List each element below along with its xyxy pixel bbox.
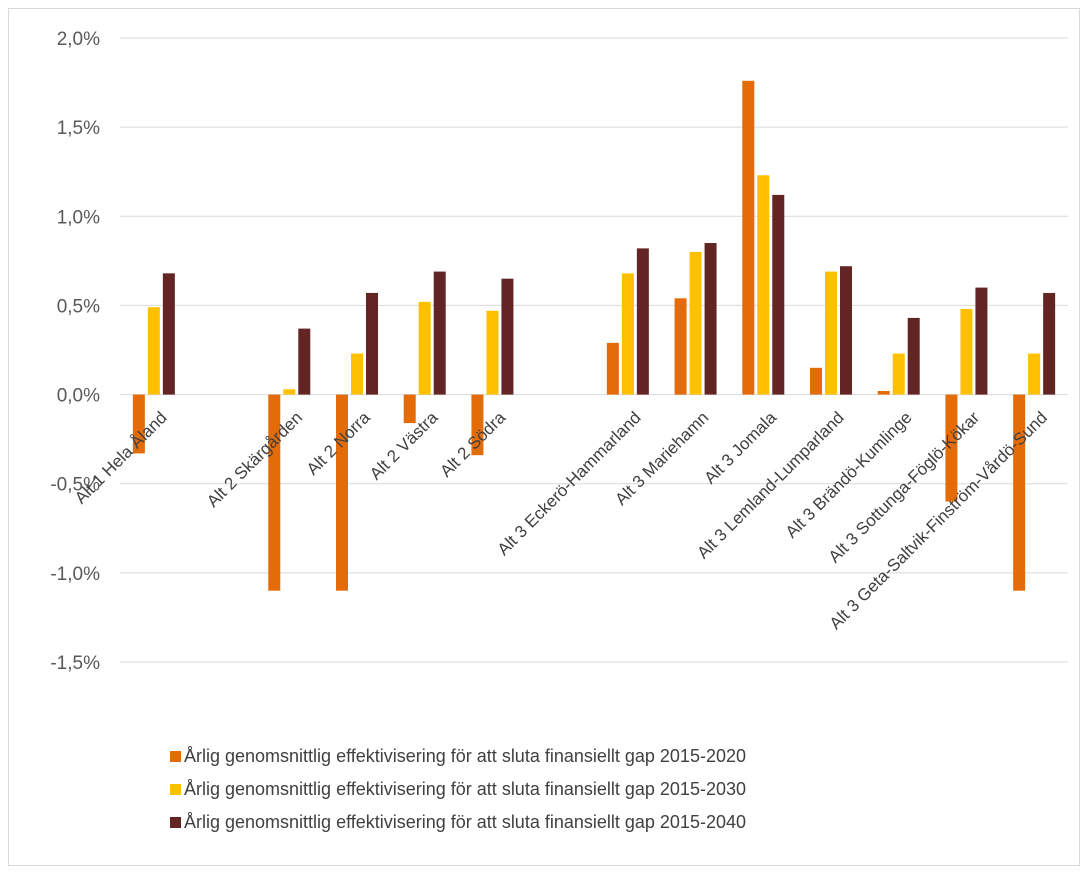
y-tick-label: 1,0%: [57, 207, 100, 228]
legend-label-2040: Årlig genomsnittlig effektivisering för …: [184, 812, 746, 832]
bar: [742, 80, 755, 395]
bar: [336, 394, 348, 591]
bar: [606, 342, 619, 395]
legend-label-2030: Årlig genomsnittlig effektivisering för …: [184, 779, 746, 799]
y-tick-label: 0,5%: [57, 296, 100, 317]
legend-swatch-2030: [170, 784, 181, 795]
x-category-label: Alt 2 Skärgården: [203, 408, 306, 511]
bar: [621, 273, 634, 395]
legend-item: Årlig genomsnittlig effektivisering för …: [170, 740, 970, 773]
chart-frame: [8, 8, 1080, 866]
y-tick-label: -1,5%: [50, 653, 100, 674]
bar: [945, 394, 958, 502]
bar: [757, 175, 770, 395]
y-tick-label: 1,5%: [57, 118, 100, 139]
bar: [268, 394, 281, 591]
bar: [907, 317, 920, 395]
bar: [403, 394, 416, 424]
bar: [283, 389, 296, 395]
legend-swatch-2020: [170, 751, 181, 762]
bar: [960, 308, 973, 395]
bar: [298, 328, 311, 395]
bar: [825, 271, 837, 395]
bar: [486, 310, 499, 395]
y-tick-label: -0,5%: [50, 475, 100, 496]
legend-item: Årlig genomsnittlig effektivisering för …: [170, 806, 970, 839]
bar: [471, 394, 484, 456]
bar: [1028, 353, 1041, 395]
bar: [1043, 292, 1056, 395]
x-category-label: Alt 3 Brändö-Kumlinge: [782, 408, 916, 542]
bar: [674, 298, 687, 395]
y-tick-label: -1,0%: [50, 564, 100, 585]
bar: [433, 271, 446, 395]
bar: [501, 278, 514, 395]
bar: [636, 248, 649, 395]
legend-swatch-2040: [170, 817, 181, 828]
bar: [840, 266, 852, 395]
bar: [892, 353, 905, 395]
bar: [1013, 394, 1026, 591]
legend-label-2020: Årlig genomsnittlig effektivisering för …: [184, 746, 746, 766]
bar: [132, 394, 145, 454]
bar: [418, 301, 431, 395]
y-tick-label: 0,0%: [57, 386, 100, 407]
bar: [877, 391, 890, 395]
y-tick-label: 2,0%: [57, 29, 100, 50]
bar: [810, 367, 822, 395]
bar: [366, 292, 378, 395]
x-category-label: Alt 1 Hela Åland: [71, 408, 171, 508]
legend: Årlig genomsnittlig effektivisering för …: [170, 740, 970, 839]
bar: [162, 273, 175, 395]
bar: [689, 251, 702, 395]
bar: [351, 353, 363, 395]
bar: [975, 287, 988, 395]
bar: [704, 243, 717, 395]
legend-item: Årlig genomsnittlig effektivisering för …: [170, 773, 970, 806]
bar: [147, 307, 160, 395]
bar: [772, 194, 785, 395]
